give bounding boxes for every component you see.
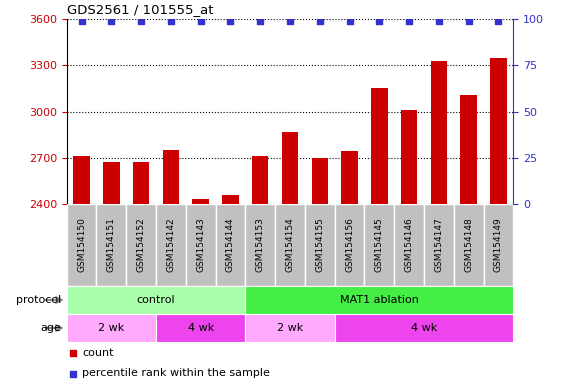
Text: 4 wk: 4 wk [187, 323, 214, 333]
Text: GSM154142: GSM154142 [166, 218, 175, 272]
Bar [193, 199, 209, 384]
Point [77, 18, 86, 24]
Bar [222, 195, 238, 384]
Text: GSM154152: GSM154152 [137, 218, 146, 272]
Point [196, 18, 205, 24]
Bar [401, 110, 417, 384]
Text: GSM154144: GSM154144 [226, 218, 235, 272]
Bar [371, 88, 387, 384]
Point [494, 18, 503, 24]
Bar [156, 314, 245, 342]
Text: GSM154145: GSM154145 [375, 218, 384, 272]
Text: GSM154151: GSM154151 [107, 218, 116, 272]
Point [256, 18, 265, 24]
Point [285, 18, 295, 24]
Bar [394, 204, 424, 286]
Bar [275, 204, 305, 286]
Point [345, 18, 354, 24]
Text: GSM154147: GSM154147 [434, 218, 443, 272]
Text: GSM154155: GSM154155 [316, 218, 324, 272]
Bar [163, 150, 179, 384]
Text: GSM154148: GSM154148 [464, 218, 473, 272]
Point [346, 74, 356, 80]
Point [107, 18, 116, 24]
Bar [96, 204, 126, 286]
Text: GSM154154: GSM154154 [285, 218, 295, 272]
Bar [67, 314, 156, 342]
Text: percentile rank within the sample: percentile rank within the sample [82, 369, 270, 379]
Bar [133, 162, 149, 384]
Bar [245, 314, 335, 342]
Bar [103, 162, 119, 384]
Bar [431, 61, 447, 384]
Bar [245, 204, 275, 286]
Text: GSM154156: GSM154156 [345, 218, 354, 272]
Text: GSM154153: GSM154153 [256, 218, 264, 272]
Text: age: age [40, 323, 61, 333]
Bar [67, 286, 245, 314]
Point [404, 18, 414, 24]
Bar [364, 204, 394, 286]
Bar [186, 204, 216, 286]
Bar [74, 156, 90, 384]
Bar [490, 58, 506, 384]
Text: 2 wk: 2 wk [98, 323, 125, 333]
Text: MAT1 ablation: MAT1 ablation [340, 295, 419, 305]
Text: GDS2561 / 101555_at: GDS2561 / 101555_at [67, 3, 213, 17]
Point [166, 18, 176, 24]
Bar [252, 156, 269, 384]
Text: 2 wk: 2 wk [277, 323, 303, 333]
Point [375, 18, 384, 24]
Bar [335, 314, 513, 342]
Point [464, 18, 473, 24]
Bar [245, 286, 513, 314]
Bar [67, 204, 96, 286]
Bar [342, 151, 358, 384]
Text: GSM154150: GSM154150 [77, 218, 86, 272]
Bar [305, 204, 335, 286]
Bar [484, 204, 513, 286]
Text: count: count [82, 348, 114, 358]
Point [226, 18, 235, 24]
Bar [461, 94, 477, 384]
Text: control: control [137, 295, 175, 305]
Bar [282, 132, 298, 384]
Point [315, 18, 324, 24]
Bar [454, 204, 484, 286]
Bar [126, 204, 156, 286]
Bar [311, 158, 328, 384]
Text: GSM154143: GSM154143 [196, 218, 205, 272]
Bar [156, 204, 186, 286]
Point [434, 18, 444, 24]
Bar [424, 204, 454, 286]
Text: 4 wk: 4 wk [411, 323, 437, 333]
Point [136, 18, 146, 24]
Text: GSM154146: GSM154146 [405, 218, 414, 272]
Point [346, 265, 356, 271]
Text: GSM154149: GSM154149 [494, 218, 503, 272]
Bar [216, 204, 245, 286]
Text: protocol: protocol [16, 295, 61, 305]
Bar [335, 204, 364, 286]
